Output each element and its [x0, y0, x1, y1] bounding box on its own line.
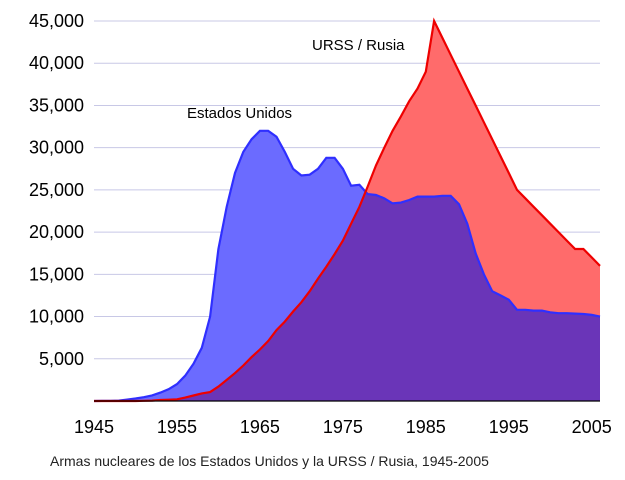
x-tick-label: 1945 — [74, 417, 114, 437]
x-tick-label: 1975 — [323, 417, 363, 437]
x-axis-tick-labels: 1945 1955 1965 1975 1985 1995 2005 — [74, 417, 612, 437]
x-tick-label: 1965 — [240, 417, 280, 437]
chart-title: Armas nucleares de los Estados Unidos y … — [50, 453, 489, 469]
us-line — [93, 129, 601, 403]
y-tick-label: 45,000 — [29, 11, 84, 31]
y-tick-label: 40,000 — [29, 53, 84, 73]
y-tick-label: 20,000 — [29, 222, 84, 242]
y-tick-label: 15,000 — [29, 264, 84, 284]
x-tick-label: 1985 — [406, 417, 446, 437]
x-tick-label: 1995 — [489, 417, 529, 437]
y-axis-tick-labels: 5,000 10,000 15,000 20,000 25,000 30,000 35,00… — [29, 11, 84, 369]
y-tick-label: 30,000 — [29, 138, 84, 158]
ussr-series-label: URSS / Rusia — [312, 37, 405, 54]
overlap-area — [94, 130, 600, 401]
y-tick-label: 10,000 — [29, 307, 84, 327]
x-tick-label: 2005 — [572, 417, 612, 437]
y-tick-label: 5,000 — [39, 349, 84, 369]
us-series-label: Estados Unidos — [187, 105, 292, 122]
plot-area — [93, 17, 601, 403]
y-tick-label: 25,000 — [29, 180, 84, 200]
x-tick-label: 1955 — [157, 417, 197, 437]
y-tick-label: 35,000 — [29, 95, 84, 115]
ussr-russia-line — [94, 17, 601, 403]
